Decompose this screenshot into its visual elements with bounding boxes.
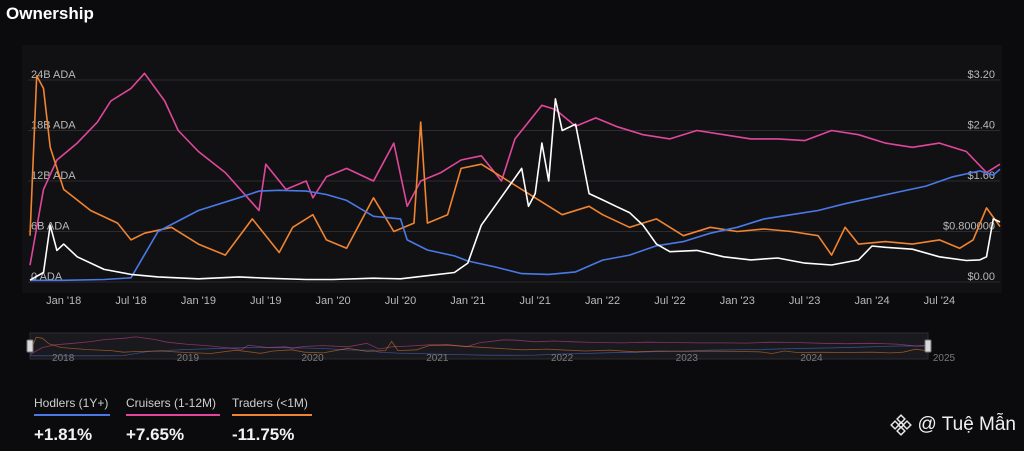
x-tick-label: Jan '20 (316, 295, 351, 307)
x-tick-label: Jul '23 (789, 295, 820, 307)
navigator-year-label: 2022 (551, 353, 574, 364)
y-right-tick-label: $3.20 (967, 69, 995, 81)
x-tick-label: Jan '24 (854, 295, 889, 307)
binance-logo-icon (889, 414, 912, 436)
cruisers-line (29, 72, 1001, 266)
navigator-left-handle[interactable] (26, 339, 34, 353)
price-line (29, 98, 1001, 281)
x-tick-label: Jul '18 (115, 295, 146, 307)
y-right-tick-label: $2.40 (967, 120, 995, 132)
y-left-tick-label: 12B ADA (31, 170, 76, 182)
x-tick-label: Jul '24 (924, 295, 955, 307)
y-right-tick-label: $0.800000 (943, 221, 995, 233)
legend-item-traders[interactable]: Traders (<1M) -11.75% (232, 396, 312, 445)
y-right-tick-label: $0.00 (967, 271, 995, 283)
x-tick-label: Jul '19 (250, 295, 281, 307)
legend-change-hodlers: +1.81% (34, 425, 93, 444)
navigator-year-label: 2024 (800, 353, 823, 364)
watermark-text: @ Tuệ Mẫn (917, 414, 1017, 435)
hodlers-line (30, 168, 1001, 282)
navigator-year-label: 2020 (302, 353, 325, 364)
x-tick-label: Jan '22 (585, 295, 620, 307)
page-title: Ownership (6, 4, 94, 23)
x-tick-label: Jan '18 (46, 295, 81, 307)
legend-item-cruisers[interactable]: Cruisers (1-12M) +7.65% (126, 396, 220, 445)
navigator-right-handle[interactable] (924, 339, 932, 353)
plot-area (22, 45, 1002, 293)
legend-line-hodlers (34, 414, 110, 416)
navigator-year-label: 2025 (933, 353, 956, 364)
legend-label-cruisers: Cruisers (1-12M) (126, 396, 217, 410)
legend-label-hodlers: Hodlers (1Y+) (34, 396, 109, 410)
navigator-year-label: 2019 (177, 353, 200, 364)
navigator-traders-line (29, 336, 929, 354)
legend-change-traders: -11.75% (232, 425, 295, 444)
navigator-cruisers-line (29, 336, 929, 355)
legend-line-traders (232, 414, 312, 416)
x-tick-label: Jul '21 (519, 295, 550, 307)
legend-label-traders: Traders (<1M) (232, 396, 308, 410)
x-tick-label: Jan '19 (181, 295, 216, 307)
legend-item-hodlers[interactable]: Hodlers (1Y+) +1.81% (34, 396, 110, 445)
x-tick-label: Jul '22 (654, 295, 685, 307)
x-tick-label: Jan '21 (450, 295, 485, 307)
navigator-year-label: 2023 (676, 353, 699, 364)
legend-line-cruisers (126, 414, 220, 416)
y-left-tick-label: 24B ADA (31, 69, 76, 81)
legend-change-cruisers: +7.65% (126, 425, 185, 444)
x-tick-label: Jul '20 (385, 295, 416, 307)
traders-line (29, 75, 1001, 256)
navigator-year-label: 2018 (52, 353, 75, 364)
x-tick-label: Jan '23 (720, 295, 755, 307)
y-left-tick-label: 18B ADA (31, 120, 76, 132)
navigator-year-label: 2021 (426, 353, 449, 364)
watermark: @ Tuệ Mẫn (889, 414, 1017, 436)
